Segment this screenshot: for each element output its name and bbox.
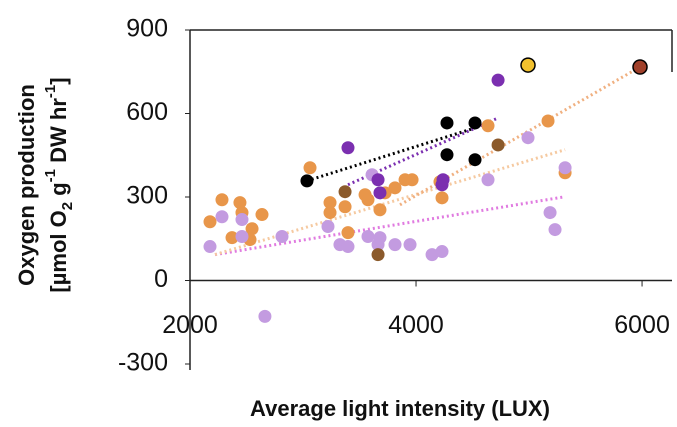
point — [245, 222, 259, 236]
point — [388, 238, 402, 252]
point — [440, 116, 454, 130]
y-tick-label: 300 — [126, 182, 168, 210]
point — [255, 208, 269, 222]
point — [215, 210, 229, 224]
point — [468, 153, 482, 167]
point — [300, 174, 314, 188]
point — [323, 206, 337, 220]
point — [491, 73, 505, 87]
x-tick-label: 2000 — [162, 311, 218, 339]
point — [258, 309, 272, 323]
point — [361, 193, 375, 207]
y-tick-label: -300 — [118, 349, 168, 377]
point — [405, 173, 419, 187]
y-label-part: -1 — [42, 169, 59, 182]
point — [373, 203, 387, 217]
point — [338, 185, 352, 199]
point — [321, 220, 335, 234]
point — [235, 213, 249, 227]
point — [338, 200, 352, 214]
point — [361, 230, 375, 244]
point — [468, 116, 482, 130]
y-label-part: -1 — [42, 85, 59, 98]
point — [481, 119, 495, 133]
y-tick-label: 900 — [126, 15, 168, 43]
point — [341, 141, 355, 155]
point — [435, 245, 449, 259]
point — [403, 238, 417, 252]
point — [203, 240, 217, 254]
point — [203, 215, 217, 229]
trendline — [306, 126, 476, 183]
x-axis-label: Average light intensity (LUX) — [250, 396, 550, 421]
point — [225, 231, 239, 245]
point — [436, 173, 450, 187]
y-tick-label: 600 — [126, 98, 168, 126]
point — [440, 148, 454, 162]
point — [303, 161, 317, 175]
point — [323, 196, 337, 210]
point — [371, 248, 385, 262]
point — [388, 181, 402, 195]
trendline — [214, 195, 566, 257]
point — [233, 196, 247, 210]
y-label-part: ] — [46, 77, 71, 84]
point — [215, 193, 229, 207]
point — [341, 240, 355, 254]
point — [235, 230, 249, 244]
point — [543, 206, 557, 220]
point — [558, 161, 572, 175]
y-label-part: DW hr — [46, 98, 71, 169]
x-tick-label: 6000 — [614, 311, 670, 339]
point — [521, 131, 535, 145]
point — [548, 223, 562, 237]
point — [275, 230, 289, 244]
point — [632, 59, 648, 75]
point — [435, 191, 449, 205]
y-label-part: [µmol O — [46, 210, 71, 292]
point — [373, 231, 387, 245]
y-label-part: g — [46, 182, 71, 202]
point — [341, 226, 355, 240]
trendline — [214, 148, 566, 257]
y-axis-label: [µmol O2 g-1 DW hr-1] — [42, 77, 76, 292]
point — [541, 114, 555, 128]
point — [373, 186, 387, 200]
point — [520, 57, 536, 73]
point — [481, 173, 495, 187]
x-tick-label: 4000 — [388, 311, 444, 339]
y-tick-label: 0 — [154, 265, 168, 293]
y-label-part: 2 — [59, 202, 76, 210]
point — [425, 248, 439, 262]
point — [371, 173, 385, 187]
y-axis-label: Oxygen production — [14, 84, 39, 286]
point — [491, 138, 505, 152]
